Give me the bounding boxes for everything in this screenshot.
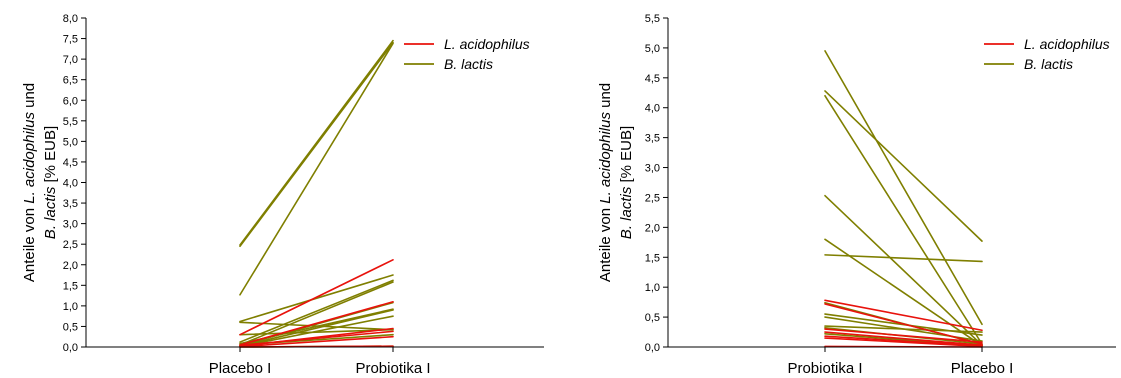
y-tick-label: 7,0	[63, 54, 78, 66]
series-line-b-lactis	[824, 90, 983, 242]
y-tick-label: 3,0	[63, 219, 78, 231]
y-tick-label: 8,0	[63, 13, 78, 25]
series-line-b-lactis	[239, 42, 394, 296]
x-category-labels: Probiotika I Placebo I	[787, 347, 1013, 377]
y-tick-label: 5,5	[63, 116, 78, 128]
y-tick-label: 0,5	[63, 321, 78, 333]
series-line-l-acidophilus	[239, 300, 394, 346]
series-line-b-lactis	[239, 328, 394, 336]
legend-label: B. lactis	[1024, 56, 1073, 72]
legend: L. acidophilus B. lactis	[984, 36, 1110, 72]
y-axis-label-part: Anteile von	[21, 204, 38, 282]
series-line-b-lactis	[239, 309, 394, 347]
series-line-b-lactis	[824, 325, 983, 333]
y-tick-label: 4,5	[63, 157, 78, 169]
y-tick-label: 2,5	[63, 239, 78, 251]
y-tick-label: 1,0	[645, 282, 660, 294]
series-line-b-lactis	[824, 238, 983, 347]
y-axis-label-line2: B. lactis [% EUB]	[618, 126, 635, 239]
x-category-labels: Placebo I Probiotika I	[209, 347, 431, 377]
axes	[667, 18, 1116, 348]
series-line-b-lactis	[239, 274, 394, 323]
y-tick-label: 0,5	[645, 312, 660, 324]
y-tick-label: 6,5	[63, 75, 78, 87]
y-tick-label: 3,0	[645, 163, 660, 175]
y-axis-label-part: und	[597, 83, 614, 112]
x-category-label: Placebo I	[951, 360, 1014, 377]
x-category-label: Placebo I	[209, 360, 272, 377]
y-axis-label-part: und	[21, 83, 38, 112]
x-category-label: Probiotika I	[355, 360, 430, 377]
y-axis-label-line1: Anteile von L. acidophilus und	[21, 83, 38, 282]
y-tick-label: 5,0	[645, 43, 660, 55]
chart-right: Anteile von L. acidophilus und B. lactis…	[597, 13, 1116, 377]
y-tick-label: 4,0	[63, 178, 78, 190]
y-axis-label-part: B. lactis	[618, 186, 635, 239]
series-line-l-acidophilus	[824, 331, 983, 347]
y-axis-label-part: [% EUB]	[618, 126, 635, 187]
y-tick-label: 7,5	[63, 34, 78, 46]
series-line-b-lactis	[824, 194, 983, 347]
y-tick-label: 2,0	[645, 222, 660, 234]
y-axis-label-line1: Anteile von L. acidophilus und	[597, 83, 614, 282]
series-line-l-acidophilus	[239, 335, 394, 348]
y-axis-label-part: [% EUB]	[42, 126, 59, 187]
y-tick-label: 1,5	[63, 280, 78, 292]
series-line-l-acidophilus	[824, 299, 983, 332]
y-axis-label-part: Anteile von	[597, 204, 614, 282]
data-lines	[239, 39, 394, 348]
y-axis-label: Anteile von L. acidophilus und B. lactis…	[597, 83, 635, 282]
series-line-b-lactis	[239, 41, 394, 248]
series-line-b-lactis	[239, 279, 394, 343]
y-tick-label: 4,5	[645, 73, 660, 85]
series-line-l-acidophilus	[824, 303, 983, 345]
series-line-b-lactis	[824, 94, 983, 345]
y-tick-label: 0,0	[63, 342, 78, 354]
series-line-l-acidophilus	[239, 259, 394, 336]
y-tick-label: 5,5	[645, 13, 660, 25]
y-tick-label: 4,0	[645, 103, 660, 115]
series-line-b-lactis	[824, 254, 983, 263]
series-line-l-acidophilus	[824, 328, 983, 344]
y-tick-label: 6,0	[63, 95, 78, 107]
y-axis-label-part: L. acidophilus	[597, 112, 614, 204]
x-category-label: Probiotika I	[787, 360, 862, 377]
series-line-l-acidophilus	[824, 337, 983, 348]
y-ticks: 0,0 0,5 1,0 1,5 2,0 2,5 3,0 3,5 4,0 4,5 5,0 5,5	[645, 13, 668, 354]
y-tick-label: 1,5	[645, 252, 660, 264]
y-tick-label: 0,0	[645, 342, 660, 354]
series-line-l-acidophilus	[239, 330, 394, 347]
y-axis-label-part: L. acidophilus	[21, 112, 38, 204]
y-axis-label-part: B. lactis	[42, 186, 59, 239]
chart-left: Anteile von L. acidophilus und B. lactis…	[21, 13, 544, 377]
legend: L. acidophilus B. lactis	[404, 36, 530, 72]
y-tick-label: 3,5	[63, 198, 78, 210]
y-tick-label: 5,0	[63, 136, 78, 148]
y-ticks: 0,0 0,5 1,0 1,5 2,0 2,5 3,0 3,5 4,0 4,5 5,0 5,5 6,0 6…	[63, 13, 86, 354]
series-line-b-lactis	[239, 315, 394, 348]
y-tick-label: 1,0	[63, 301, 78, 313]
y-axis-label-line2: B. lactis [% EUB]	[42, 126, 59, 239]
legend-label: L. acidophilus	[1024, 36, 1110, 52]
y-tick-label: 2,5	[645, 192, 660, 204]
y-tick-label: 3,5	[645, 133, 660, 145]
data-lines	[824, 50, 983, 348]
y-axis-label: Anteile von L. acidophilus und B. lactis…	[21, 83, 59, 282]
series-line-b-lactis	[239, 39, 394, 246]
legend-label: B. lactis	[444, 56, 493, 72]
y-tick-label: 2,0	[63, 260, 78, 272]
legend-label: L. acidophilus	[444, 36, 530, 52]
series-line-b-lactis	[824, 50, 983, 326]
